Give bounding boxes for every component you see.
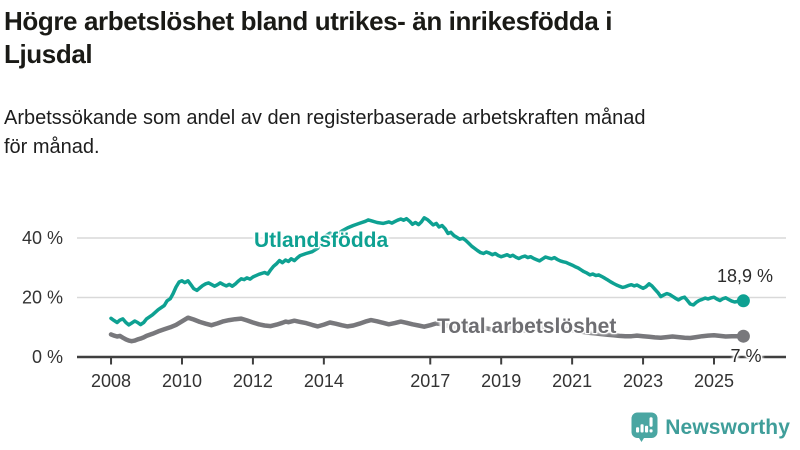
subtitle-line-2: för månad. — [4, 136, 100, 158]
y-axis-tick-label: 20 % — [22, 288, 63, 308]
x-axis-tick-label: 2014 — [304, 371, 344, 391]
x-axis-tick-label: 2012 — [233, 371, 273, 391]
x-axis-tick-label: 2017 — [410, 371, 450, 391]
end-dot-total — [736, 329, 750, 343]
title-line-1: Högre arbetslöshet bland utrikes- än inr… — [4, 6, 613, 36]
x-axis-tick-label: 2023 — [623, 371, 663, 391]
end-dot-utlandsfodda — [736, 294, 750, 308]
series-line-utlandsfodda — [109, 216, 746, 327]
x-axis-tick-label: 2021 — [552, 371, 592, 391]
subtitle-line-1: Arbetssökande som andel av den registerb… — [4, 107, 646, 129]
chart-subtitle: Arbetssökande som andel av den registerb… — [4, 104, 646, 162]
newsworthy-logo[interactable]: Newsworthy — [631, 412, 790, 443]
y-axis-tick-label: 0 % — [32, 347, 63, 367]
page-title: Högre arbetslöshet bland utrikes- än inr… — [4, 5, 612, 71]
y-axis-tick-label: 40 % — [22, 228, 63, 248]
end-value-label-utlandsfodda: 18,9 % — [716, 266, 773, 286]
series-line-total — [108, 315, 746, 344]
x-axis-tick-label: 2019 — [481, 371, 521, 391]
end-value-label-total: 7 % — [730, 346, 762, 366]
x-axis-tick-label: 2010 — [162, 371, 202, 391]
newsworthy-wordmark: Newsworthy — [665, 415, 790, 439]
title-line-2: Ljusdal — [4, 39, 93, 69]
chart-speech-bubble-icon — [631, 412, 658, 442]
series-label-utlandsfodda: Utlandsfödda — [254, 229, 389, 252]
x-axis-tick-label: 2025 — [694, 371, 734, 391]
x-axis-tick-label: 2008 — [91, 371, 131, 391]
series-label-total-arbetsloshet: Total arbetslöshet — [437, 315, 617, 338]
